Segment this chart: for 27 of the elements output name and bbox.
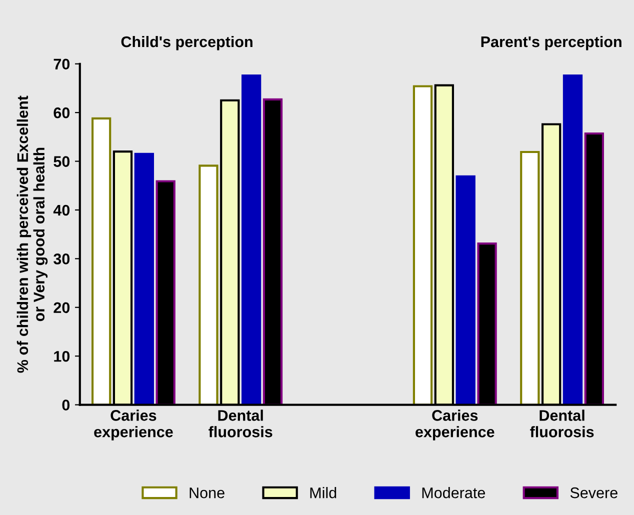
legend-label: Severe (570, 487, 618, 498)
y-tick-label: 10 (54, 350, 70, 362)
bar (456, 175, 476, 405)
x-tick-label: Caries experience (416, 410, 494, 440)
y-tick-label: 0 (62, 400, 70, 410)
bar (134, 152, 154, 405)
legend-label: Moderate (422, 487, 485, 498)
text: Parent's perception (481, 36, 622, 50)
y-tick-label: 70 (54, 58, 70, 70)
y-tick-label: 20 (54, 302, 70, 314)
bar (412, 85, 433, 405)
bar (562, 74, 583, 405)
bar (241, 74, 262, 405)
y-tick-label: 40 (53, 204, 70, 216)
bar (520, 150, 540, 405)
bar (91, 117, 112, 405)
y-axis-title: % of children with perceived Excellent or Very good oral health (16, 96, 48, 373)
y-tick-label: 50 (54, 156, 70, 167)
x-tick-label: Caries experience (94, 410, 173, 440)
y-tick-label: 30 (54, 254, 70, 264)
x-tick-label: Dental fluorosis (208, 410, 272, 438)
bar (198, 164, 218, 405)
y-tick-label: 60 (54, 107, 70, 118)
legend-label: None (190, 488, 224, 498)
x-tick-label: Dental fluorosis (530, 410, 594, 438)
text: Child's perception (121, 36, 252, 50)
legend-label: Mild (310, 487, 336, 498)
